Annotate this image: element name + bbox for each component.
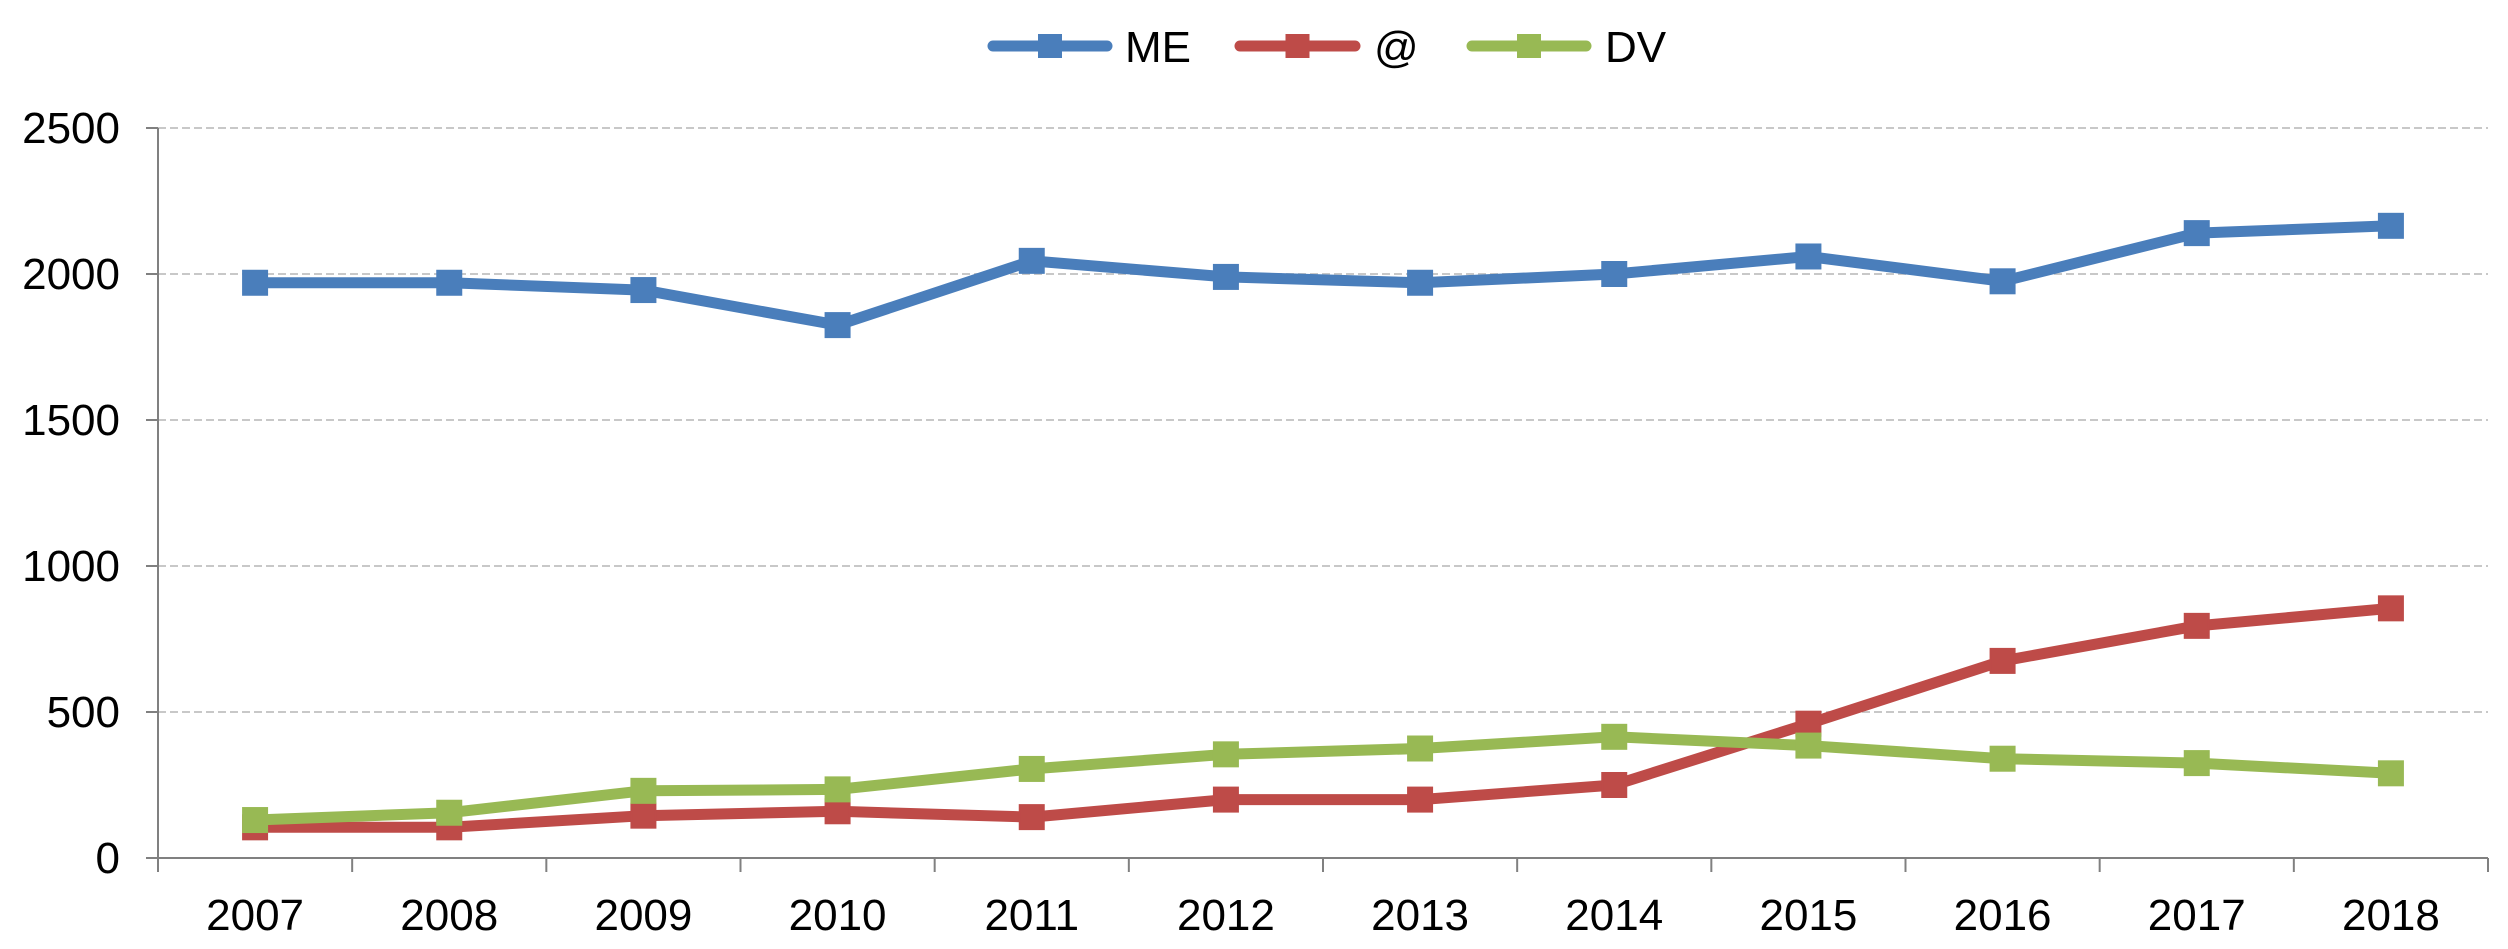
data-point	[1407, 735, 1434, 762]
data-point	[242, 807, 269, 834]
data-point	[242, 269, 269, 296]
y-tick-label: 0	[96, 834, 120, 883]
data-point	[630, 802, 657, 829]
data-point	[1989, 647, 2016, 674]
x-tick-label: 2016	[1954, 891, 2052, 940]
data-point	[2377, 760, 2404, 787]
x-tick-label: 2017	[2148, 891, 2246, 940]
data-point	[630, 277, 657, 304]
data-point	[824, 798, 851, 825]
data-point	[1989, 268, 2016, 295]
y-tick-label: 1000	[22, 542, 120, 591]
data-point	[1212, 741, 1239, 768]
data-point	[1601, 261, 1628, 287]
x-tick-label: 2012	[1177, 891, 1275, 940]
y-tick-label: 1500	[22, 396, 120, 445]
series-line	[249, 220, 2397, 331]
data-point	[1018, 804, 1045, 831]
data-point	[1018, 247, 1045, 274]
legend-label: @	[1374, 23, 1419, 72]
data-point	[1795, 710, 1822, 737]
y-tick-label: 500	[47, 688, 120, 737]
x-tick-label: 2008	[400, 891, 498, 940]
data-point	[1212, 263, 1239, 290]
legend-swatch-marker	[1517, 34, 1541, 58]
y-tick-label: 2000	[22, 250, 120, 299]
series-2	[242, 723, 2404, 834]
gridlines	[158, 127, 2488, 713]
data-point	[1212, 786, 1239, 813]
data-point	[436, 269, 463, 296]
y-tick-label: 2500	[22, 104, 120, 153]
data-point	[1795, 732, 1822, 759]
legend-swatch-marker	[1285, 34, 1310, 58]
series-line	[249, 731, 2397, 826]
data-point	[2183, 220, 2210, 247]
x-tick-label: 2011	[984, 891, 1079, 940]
data-point	[1407, 269, 1434, 296]
data-point	[1018, 755, 1045, 782]
x-tick-label: 2015	[1759, 891, 1857, 940]
data-point	[630, 777, 657, 804]
x-tick-label: 2013	[1371, 891, 1469, 940]
legend-item: @	[1234, 23, 1419, 72]
y-axis-ticks: 0 500 1000 1500 2000 2500	[22, 104, 158, 883]
data-point	[1989, 745, 2016, 772]
x-tick-label: 2014	[1565, 891, 1663, 940]
data-point	[436, 799, 463, 826]
x-tick-label: 2010	[789, 891, 887, 940]
legend-label: DV	[1605, 23, 1667, 72]
legend-label: ME	[1125, 23, 1191, 72]
series-layer	[242, 212, 2404, 841]
legend: ME @ DV	[987, 23, 1667, 72]
series-0	[242, 212, 2404, 339]
x-tick-label: 2007	[206, 891, 304, 940]
data-point	[2183, 750, 2210, 777]
x-axis-ticks: 2007 2008 2009 2010 2011 2012 2013 2014 2015 2016…	[157, 858, 2489, 940]
data-point	[1795, 243, 1822, 270]
series-1	[242, 595, 2404, 841]
data-point	[2183, 612, 2210, 639]
x-tick-label: 2018	[2342, 891, 2440, 940]
data-point	[824, 776, 851, 803]
legend-item: DV	[1466, 23, 1667, 72]
legend-item: ME	[987, 23, 1191, 72]
data-point	[2377, 212, 2404, 239]
series-line	[249, 602, 2397, 833]
data-point	[1601, 723, 1628, 750]
data-point	[2377, 595, 2404, 622]
data-point	[824, 312, 851, 339]
legend-swatch-marker	[1038, 34, 1062, 58]
data-point	[1601, 772, 1628, 798]
data-point	[1407, 786, 1434, 813]
x-tick-label: 2009	[594, 891, 692, 940]
